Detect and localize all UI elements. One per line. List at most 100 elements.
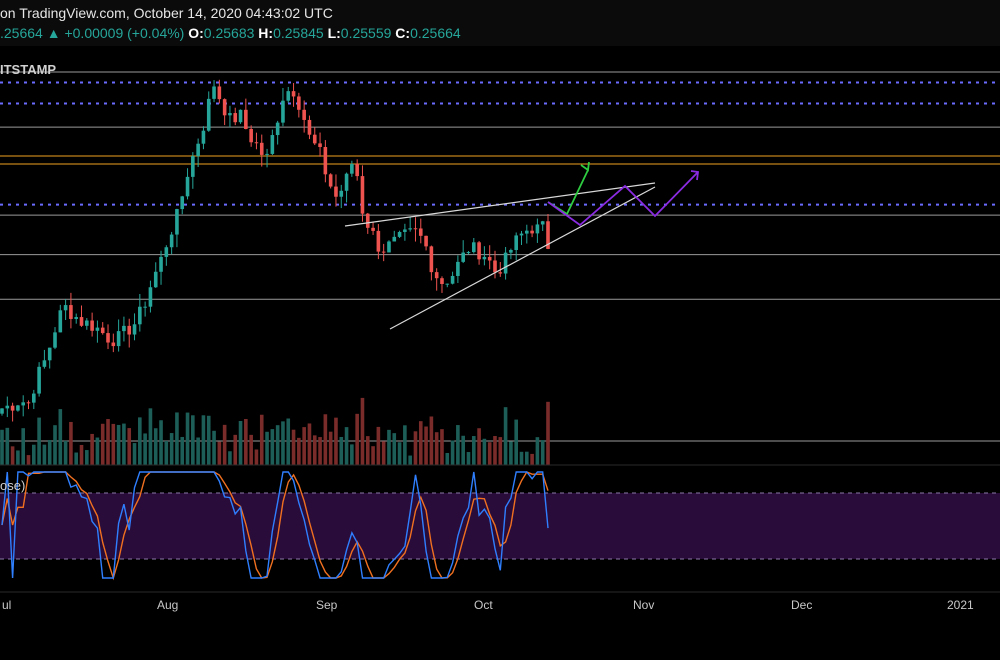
- volume-bar: [106, 419, 110, 465]
- volume-bar: [196, 437, 200, 465]
- candle-body: [392, 236, 397, 242]
- volume-bar: [180, 436, 185, 465]
- volume-bar: [185, 412, 190, 465]
- volume-bar: [217, 441, 222, 465]
- candle-body: [307, 119, 312, 135]
- candle-body: [440, 278, 444, 284]
- close-label: C:: [395, 25, 411, 41]
- volume-bar: [509, 441, 513, 465]
- volume-bar: [524, 451, 529, 465]
- volume-bar: [249, 434, 253, 465]
- candle-body: [116, 331, 121, 347]
- candle-body: [5, 405, 10, 409]
- volume-bar: [355, 413, 359, 465]
- volume-bar: [530, 453, 534, 465]
- purple-projection-path: [547, 171, 699, 227]
- volume-bar: [424, 426, 428, 465]
- candle-body: [445, 283, 450, 285]
- candle-body: [471, 242, 476, 253]
- volume-bar: [344, 427, 349, 465]
- volume-bar: [371, 446, 375, 465]
- candle-body: [429, 246, 434, 273]
- candle-body: [519, 233, 524, 236]
- candle-body: [424, 235, 428, 247]
- volume-bar: [456, 425, 460, 465]
- volume-bar: [323, 414, 328, 465]
- volume-bar: [312, 435, 317, 465]
- candle-body: [180, 196, 185, 210]
- high-label: H:: [258, 25, 274, 41]
- x-tick-2021: 2021: [947, 598, 974, 612]
- candle-body: [159, 256, 163, 272]
- trendlines: [344, 161, 700, 330]
- chart-header: on TradingView.com, October 14, 2020 04:…: [0, 0, 1000, 46]
- volume-bar: [85, 450, 89, 465]
- candle-body: [106, 333, 110, 343]
- volume-bar: [122, 423, 126, 465]
- volume-bar: [79, 444, 84, 465]
- volume-bar: [10, 446, 15, 465]
- volume-bar: [376, 426, 381, 465]
- volume-bar: [503, 407, 508, 465]
- volume-bar: [212, 430, 216, 465]
- volume-bar: [69, 421, 73, 465]
- volume-bar: [63, 440, 68, 465]
- candle-body: [456, 261, 460, 276]
- volume-bar: [418, 421, 423, 465]
- volume-bar: [201, 415, 206, 465]
- stoch-d-line: [1, 471, 549, 581]
- candle-body: [434, 272, 439, 279]
- volume-bar: [487, 442, 492, 465]
- candle-body: [21, 402, 26, 406]
- candle-body: [302, 109, 306, 120]
- volume-bar: [440, 429, 444, 465]
- candle-body: [259, 142, 264, 155]
- volume-bar: [132, 443, 137, 465]
- volume-bar: [291, 429, 296, 465]
- volume-bar: [159, 420, 163, 465]
- candle-body: [360, 176, 365, 214]
- volume-bar: [281, 421, 285, 465]
- volume-bar: [265, 431, 269, 465]
- volume-bar: [5, 427, 10, 465]
- publish-info: on TradingView.com, October 14, 2020 04:…: [0, 5, 333, 21]
- volume-bar: [286, 418, 291, 465]
- volume-bar: [413, 431, 418, 465]
- up-arrow-icon: ▲: [46, 25, 61, 41]
- high-value: 0.25845: [273, 25, 324, 41]
- candle-body: [26, 402, 31, 404]
- candle-body: [148, 287, 153, 307]
- volume-bar: [32, 444, 36, 465]
- candle-body: [10, 405, 15, 411]
- low-value: 0.25559: [340, 25, 392, 41]
- candle-body: [493, 260, 497, 273]
- candle-body: [42, 360, 47, 367]
- candle-body: [376, 230, 381, 252]
- volume-bar: [471, 436, 476, 465]
- open-value: 0.25683: [203, 25, 255, 41]
- candle-body: [127, 325, 132, 335]
- volume-bar: [127, 428, 132, 465]
- wedge-upper-line: [344, 182, 656, 227]
- volume-bar: [175, 412, 179, 465]
- volume-bar: [74, 452, 79, 465]
- volume-bar: [328, 431, 333, 465]
- candle-body: [100, 327, 105, 334]
- candle-body: [175, 209, 179, 235]
- candle-body: [201, 130, 206, 144]
- green-arrow-icon: [580, 161, 590, 172]
- volume-bar: [116, 424, 121, 465]
- last-price: .25664: [0, 25, 43, 41]
- indicator-label: ose): [0, 478, 25, 493]
- candle-body: [387, 241, 391, 253]
- candle-body: [334, 186, 338, 197]
- x-tick-jul: ul: [2, 598, 11, 612]
- volume-bar: [365, 436, 370, 465]
- volume-bar: [100, 423, 105, 465]
- purple-arrow-icon: [690, 170, 700, 181]
- candle-body: [95, 327, 100, 331]
- volume-bar: [514, 419, 518, 465]
- candle-body: [244, 109, 248, 129]
- candle-body: [355, 163, 359, 177]
